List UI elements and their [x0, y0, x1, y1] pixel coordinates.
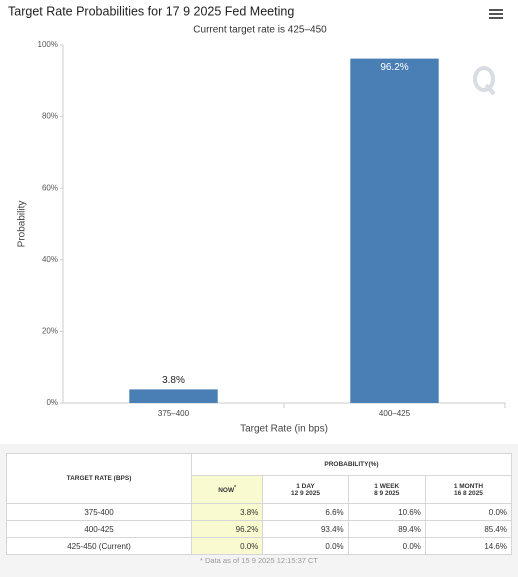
menu-button[interactable]: [489, 9, 503, 19]
footnote: * Data as of 15 9 2025 12:15:37 CT: [200, 556, 318, 565]
y-tick-label: 40%: [42, 255, 58, 264]
y-axis-title: Probability: [17, 201, 28, 248]
column-label: 1 MONTH: [453, 482, 484, 490]
table-row: 425-450 (Current) 0.0% 0.0% 0.0% 14.6%: [6, 537, 513, 555]
value-label: 96.2%: [380, 62, 408, 73]
chart-title: Target Rate Probabilities for 17 9 2025 …: [8, 4, 294, 18]
chart: Target Rate Probabilities for 17 9 2025 …: [8, 4, 506, 435]
probability-cell: 96.2%: [190, 520, 264, 538]
value-label: 3.8%: [162, 375, 185, 386]
column-date: 16 8 2025: [453, 489, 483, 497]
probability-cell: 0.0%: [424, 503, 513, 521]
menu-bar: [489, 9, 503, 11]
rate-cell: 375-400: [6, 503, 192, 521]
probability-cell: 85.4%: [424, 520, 513, 538]
probability-cell: 0.0%: [347, 537, 426, 555]
column-date: 12 9 2025: [291, 489, 320, 497]
column-header: NOW*: [190, 475, 264, 504]
x-axis-title: Target Rate (in bps): [240, 424, 328, 435]
x-tick-label: 400–425: [379, 409, 411, 418]
column-header: 1 DAY 12 9 2025: [262, 475, 349, 504]
probability-cell: 0.0%: [262, 537, 349, 555]
column-date: 8 9 2025: [374, 489, 400, 497]
column-label: 1 WEEK: [374, 482, 400, 490]
table-row: 375-400 3.8% 6.6% 10.6% 0.0%: [6, 503, 513, 521]
bar: [350, 58, 439, 403]
probability-cell: 14.6%: [424, 537, 513, 555]
y-tick-label: 0%: [46, 398, 58, 407]
y-tick-label: 20%: [42, 327, 58, 336]
x-tick-label: 375–400: [158, 409, 190, 418]
bar: [129, 389, 218, 403]
probability-cell: 0.0%: [190, 537, 264, 555]
probability-table: TARGET RATE (BPS) PROBABILITY(%) NOW* 1 D…: [6, 453, 513, 555]
probability-cell: 3.8%: [190, 503, 264, 521]
watermark-logo: [473, 66, 496, 96]
rate-cell: 400-425: [6, 520, 192, 538]
y-tick-label: 100%: [38, 40, 58, 49]
probability-cell: 89.4%: [347, 520, 426, 538]
table-row: 400-425 96.2% 93.4% 89.4% 85.4%: [6, 520, 513, 538]
y-tick-label: 80%: [42, 112, 58, 121]
column-header: 1 MONTH 16 8 2025: [424, 475, 513, 504]
column-label: 1 DAY: [296, 482, 315, 490]
column-label: NOW: [218, 487, 235, 495]
column-note: *: [234, 484, 237, 491]
menu-bar: [489, 17, 503, 19]
rate-cell: 425-450 (Current): [6, 537, 192, 555]
probability-cell: 93.4%: [262, 520, 349, 538]
menu-bar: [489, 13, 503, 15]
y-tick-label: 60%: [42, 183, 58, 192]
probability-cell: 10.6%: [347, 503, 426, 521]
column-header: 1 WEEK 8 9 2025: [347, 475, 426, 504]
chart-subtitle: Current target rate is 425–450: [193, 25, 327, 36]
probability-header: PROBABILITY(%): [191, 453, 512, 476]
probability-cell: 6.6%: [262, 503, 349, 521]
table-panel: TARGET RATE (BPS) PROBABILITY(%) NOW* 1 D…: [0, 444, 518, 577]
rate-header: TARGET RATE (BPS): [6, 453, 192, 504]
